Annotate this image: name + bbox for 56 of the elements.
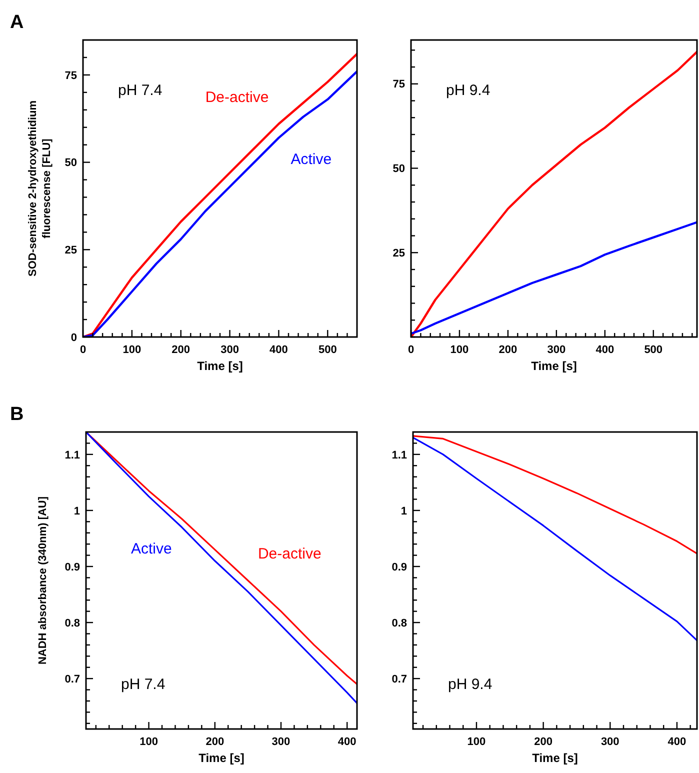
x-tick-label: 100 <box>467 736 486 748</box>
series-label: De-active <box>205 88 269 106</box>
y-tick-label: 1.1 <box>64 449 80 462</box>
y-axis-title: NADH absorbance (340nm) [AU] <box>37 496 49 665</box>
x-tick-label: 100 <box>450 344 469 356</box>
x-tick-label: 300 <box>547 344 566 356</box>
text: A <box>10 12 24 33</box>
x-axis-title: Time [s] <box>531 359 577 373</box>
y-tick-label: 0.7 <box>64 673 80 686</box>
x-tick-label: 100 <box>122 344 142 356</box>
x-tick-label: 500 <box>644 344 663 356</box>
y-tick-label: 0.8 <box>392 617 407 630</box>
y-tick-label: 0.8 <box>64 617 80 630</box>
x-tick-label: 400 <box>668 736 686 748</box>
series-label: Active <box>290 150 332 168</box>
y-tick-label: 0.7 <box>392 673 407 686</box>
y-tick-label: 25 <box>392 247 405 260</box>
x-tick-label: 300 <box>272 736 290 748</box>
y-tick-label: 0 <box>70 332 77 344</box>
line-series <box>411 50 697 337</box>
y-tick-label: 1.1 <box>392 449 407 462</box>
annotation: pH 9.4 <box>446 82 490 99</box>
y-tick-label: 50 <box>64 157 77 170</box>
x-tick-label: 100 <box>140 736 158 748</box>
x-tick-label: 400 <box>596 344 614 356</box>
x-tick-label: 300 <box>600 736 620 748</box>
x-tick-label: 400 <box>270 344 288 356</box>
x-axis-title: Time [s] <box>197 359 243 373</box>
x-tick-label: 200 <box>498 344 518 356</box>
x-axis-title: Time [s] <box>198 751 244 765</box>
text: B <box>10 404 24 425</box>
x-tick-label: 200 <box>172 344 190 356</box>
x-tick-label: 500 <box>318 344 337 356</box>
x-tick-label: 400 <box>338 736 356 748</box>
y-tick-label: 0.9 <box>64 561 80 574</box>
y-tick-label: 50 <box>392 163 405 176</box>
y-tick-label: 1 <box>74 505 80 518</box>
x-tick-label: 200 <box>206 736 224 748</box>
annotation: pH 7.4 <box>118 82 162 99</box>
annotation: pH 7.4 <box>121 676 166 693</box>
annotation: pH 9.4 <box>448 676 492 693</box>
x-tick-label: 200 <box>534 736 552 748</box>
series-label: De-active <box>258 546 322 562</box>
series-label: Active <box>130 540 172 558</box>
y-tick-label: 0.9 <box>392 561 407 574</box>
x-tick-label: 300 <box>220 344 239 356</box>
x-axis-title: Time [s] <box>532 751 578 765</box>
y-tick-label: 1 <box>400 505 407 518</box>
line-series <box>411 221 697 335</box>
y-tick-label: 75 <box>392 78 405 91</box>
line-series <box>413 435 697 554</box>
y-axis-title: SOD-sensitive 2-hydroxyethidium fluorescense [FLU] <box>27 100 53 277</box>
y-tick-label: 25 <box>64 244 77 256</box>
line-series <box>413 436 697 642</box>
x-tick-label: 0 <box>408 344 414 356</box>
y-tick-label: 75 <box>64 70 77 82</box>
